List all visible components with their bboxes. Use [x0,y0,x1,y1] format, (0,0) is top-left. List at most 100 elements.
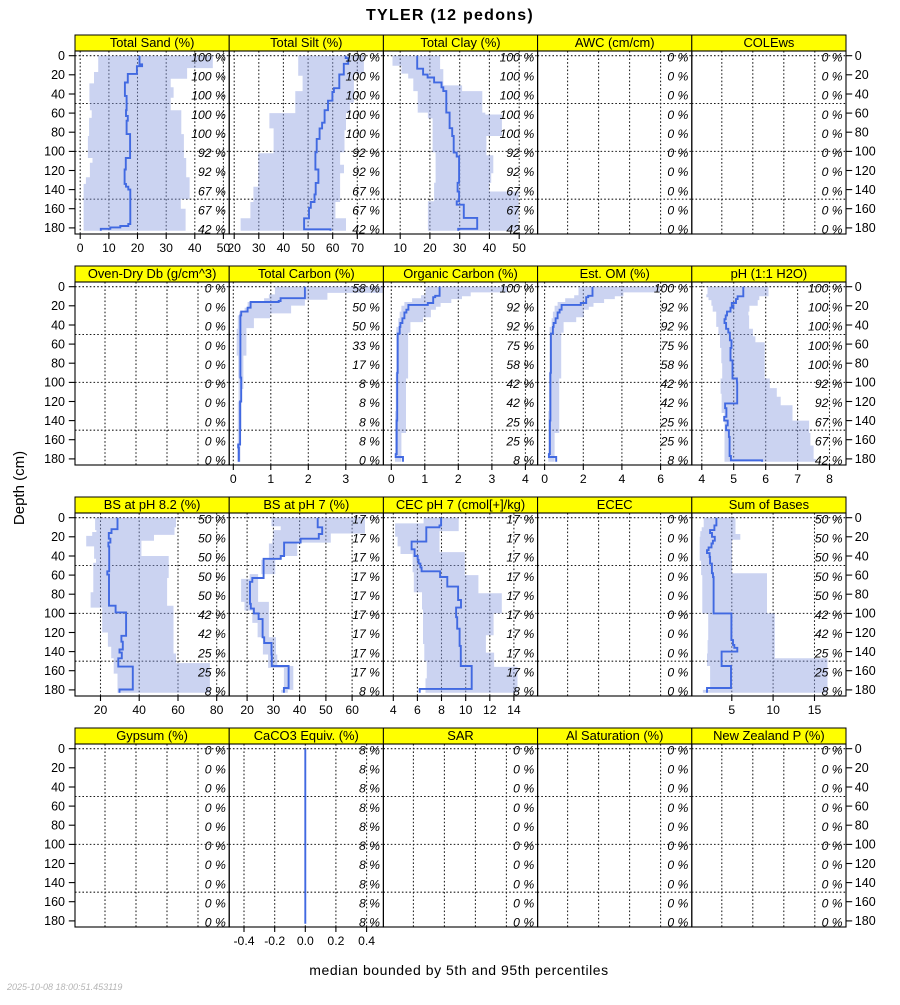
svg-text:0: 0 [230,472,237,486]
svg-text:40: 40 [188,241,202,255]
svg-text:0 %: 0 % [667,532,688,546]
svg-text:140: 140 [44,645,65,659]
svg-text:2025-10-08 18:00:51.453119: 2025-10-08 18:00:51.453119 [6,982,122,992]
svg-text:0 %: 0 % [205,743,226,757]
svg-text:80: 80 [51,588,65,602]
svg-text:0 %: 0 % [205,839,226,853]
svg-text:60: 60 [855,568,869,582]
svg-text:50 %: 50 % [352,301,380,315]
svg-text:25 %: 25 % [660,415,689,429]
svg-text:0: 0 [855,742,862,756]
svg-text:17 %: 17 % [506,627,534,641]
svg-text:3: 3 [342,472,349,486]
svg-text:0 %: 0 % [205,763,226,777]
svg-text:17 %: 17 % [352,608,380,622]
svg-text:0 %: 0 % [205,301,226,315]
svg-text:0 %: 0 % [667,763,688,777]
svg-text:160: 160 [44,664,65,678]
svg-text:100 %: 100 % [500,50,535,64]
svg-text:8 %: 8 % [359,858,380,872]
svg-text:0 %: 0 % [822,858,843,872]
svg-text:120: 120 [44,857,65,871]
svg-text:5: 5 [728,703,735,717]
svg-text:100: 100 [44,607,65,621]
svg-text:100 %: 100 % [808,358,843,372]
svg-text:10: 10 [766,703,780,717]
svg-text:-0.4: -0.4 [233,934,254,948]
svg-text:100 %: 100 % [345,108,380,122]
svg-text:40: 40 [855,87,869,101]
svg-text:0 %: 0 % [513,877,534,891]
svg-text:TYLER (12 pedons): TYLER (12 pedons) [366,7,534,24]
svg-text:40: 40 [51,549,65,563]
svg-text:50 %: 50 % [198,532,226,546]
svg-text:75 %: 75 % [506,339,534,353]
svg-text:17 %: 17 % [352,570,380,584]
svg-text:20: 20 [51,530,65,544]
svg-text:0 %: 0 % [513,801,534,815]
svg-text:50 %: 50 % [198,512,226,526]
svg-text:100 %: 100 % [191,50,226,64]
svg-text:100 %: 100 % [191,127,226,141]
svg-text:60: 60 [51,337,65,351]
svg-text:180: 180 [855,452,876,466]
svg-text:92 %: 92 % [661,301,689,315]
svg-text:0 %: 0 % [359,454,380,468]
svg-text:0 %: 0 % [822,184,843,198]
svg-text:0 %: 0 % [667,589,688,603]
svg-text:20: 20 [855,299,869,313]
svg-text:100 %: 100 % [345,50,380,64]
svg-text:25 %: 25 % [814,646,843,660]
svg-text:0 %: 0 % [667,551,688,565]
svg-text:0: 0 [855,49,862,63]
svg-text:20: 20 [855,530,869,544]
svg-text:8 %: 8 % [359,763,380,777]
svg-text:0 %: 0 % [205,858,226,872]
svg-text:0 %: 0 % [667,782,688,796]
svg-text:0 %: 0 % [513,839,534,853]
svg-text:0 %: 0 % [667,165,688,179]
svg-text:0 %: 0 % [667,108,688,122]
svg-text:0 %: 0 % [667,127,688,141]
svg-text:0 %: 0 % [667,665,688,679]
svg-text:6: 6 [414,703,421,717]
svg-text:100: 100 [44,838,65,852]
svg-text:Total Sand (%): Total Sand (%) [110,35,195,50]
svg-text:100 %: 100 % [500,127,535,141]
svg-text:0 %: 0 % [822,877,843,891]
svg-text:50 %: 50 % [815,532,843,546]
svg-text:0 %: 0 % [667,877,688,891]
svg-text:60: 60 [855,799,869,813]
svg-text:100 %: 100 % [500,108,535,122]
svg-text:42 %: 42 % [815,454,843,468]
svg-text:0 %: 0 % [667,223,688,237]
svg-text:42 %: 42 % [815,608,843,622]
svg-text:0 %: 0 % [513,858,534,872]
svg-text:17 %: 17 % [506,570,534,584]
svg-text:20: 20 [94,703,108,717]
svg-text:180: 180 [44,683,65,697]
svg-text:Oven-Dry Db (g/cm^3): Oven-Dry Db (g/cm^3) [88,266,217,281]
svg-text:Total Silt (%): Total Silt (%) [270,35,342,50]
svg-text:0.2: 0.2 [327,934,344,948]
svg-text:0: 0 [541,472,548,486]
svg-text:17 %: 17 % [352,589,380,603]
svg-text:0 %: 0 % [667,743,688,757]
svg-text:42 %: 42 % [198,608,226,622]
svg-text:160: 160 [44,433,65,447]
svg-text:0 %: 0 % [205,396,226,410]
svg-text:140: 140 [44,876,65,890]
svg-text:BS at pH 7 (%): BS at pH 7 (%) [263,497,349,512]
svg-text:40: 40 [855,780,869,794]
svg-text:100 %: 100 % [500,70,535,84]
svg-text:0 %: 0 % [513,916,534,930]
svg-text:180: 180 [855,914,876,928]
svg-text:17 %: 17 % [506,589,534,603]
svg-text:17 %: 17 % [506,665,534,679]
svg-text:6: 6 [762,472,769,486]
svg-text:8 %: 8 % [359,916,380,930]
svg-text:0 %: 0 % [667,646,688,660]
svg-text:100: 100 [44,376,65,390]
svg-text:60: 60 [51,106,65,120]
svg-text:160: 160 [855,895,876,909]
